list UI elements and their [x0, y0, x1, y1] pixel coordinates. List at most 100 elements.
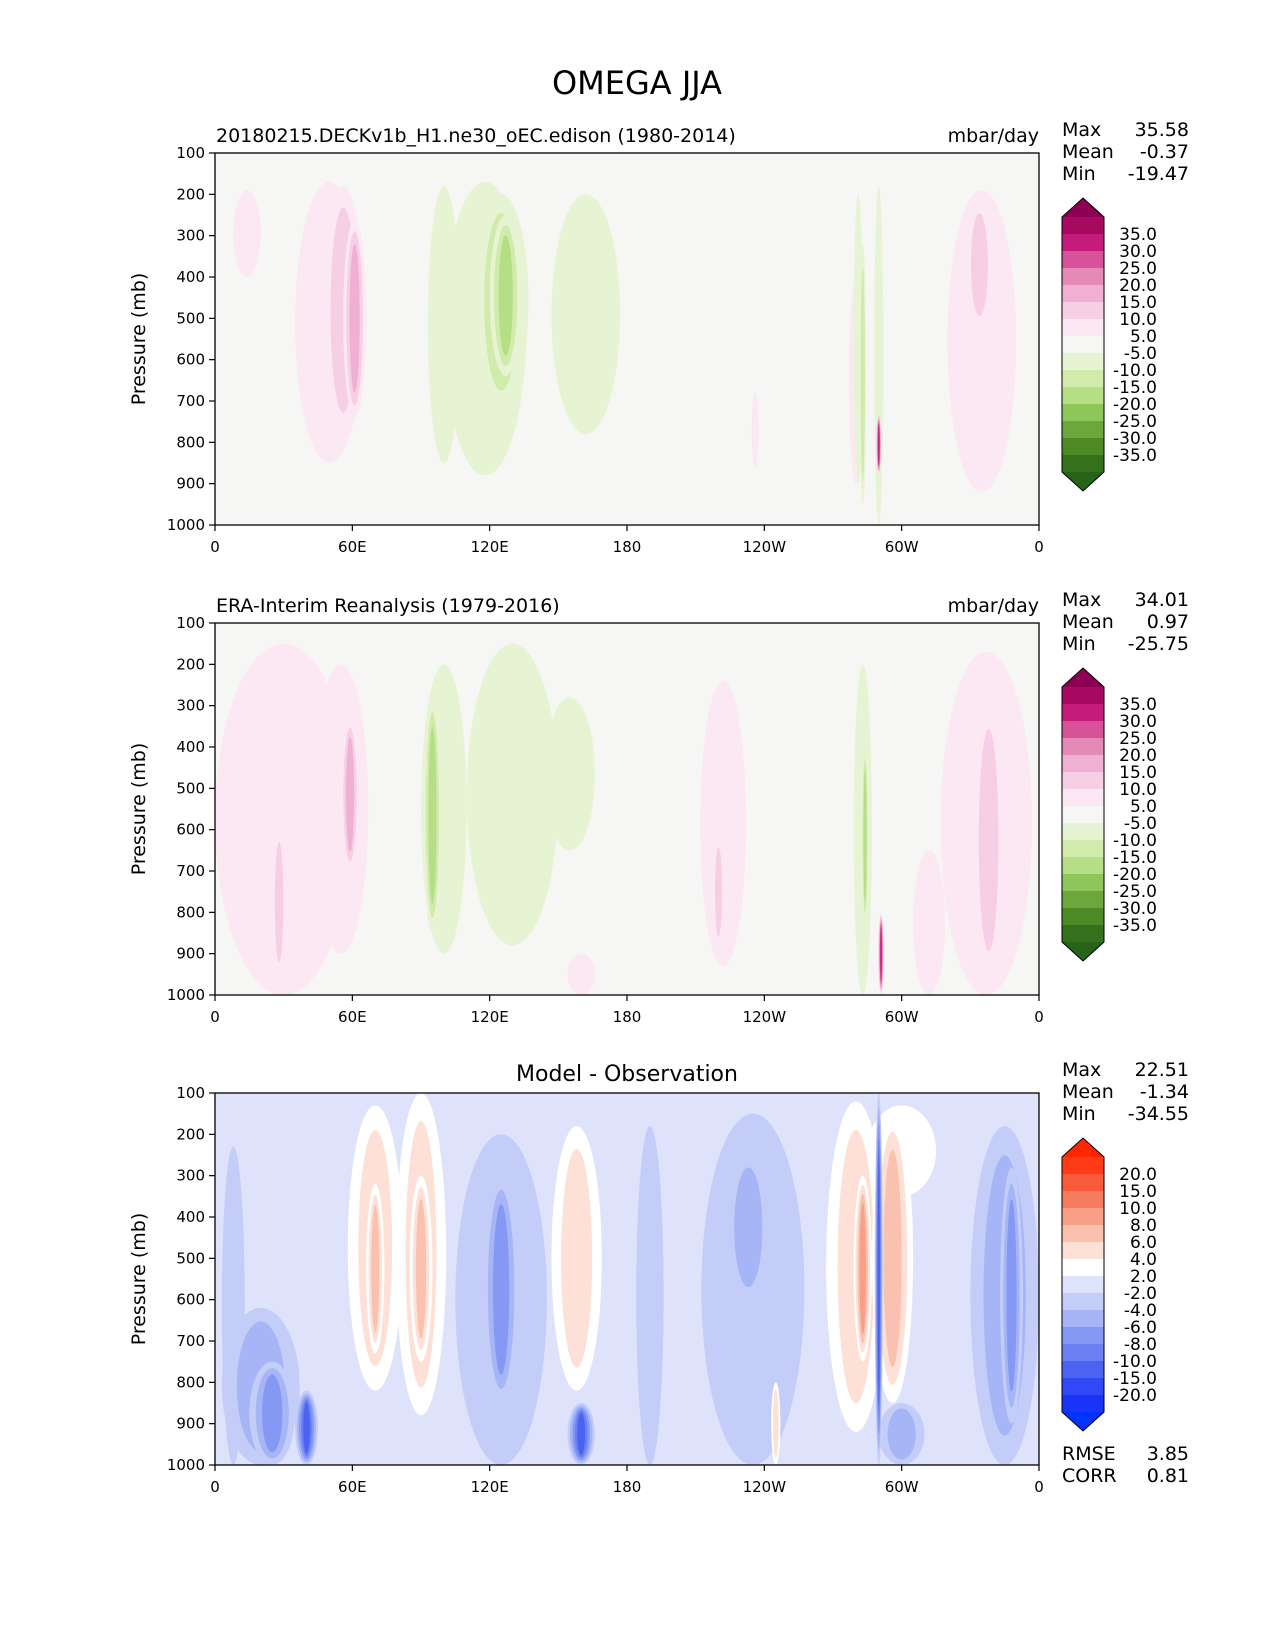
x-tick-label: 120W — [743, 538, 787, 556]
y-tick-label: 700 — [176, 862, 205, 880]
stat-label: Max — [1062, 589, 1101, 611]
y-tick-label: 800 — [176, 903, 205, 921]
colorbar-swatch — [1062, 336, 1104, 354]
colorbar-swatch — [1062, 772, 1104, 790]
panel-title: ERA-Interim Reanalysis (1979-2016) — [216, 595, 560, 617]
y-tick-label: 500 — [176, 309, 205, 327]
colorbar: 35.030.025.020.015.010.05.0-5.0-10.0-15.… — [1061, 197, 1157, 492]
y-tick-label: 900 — [176, 945, 205, 963]
colorbar-swatch — [1062, 302, 1104, 320]
y-axis-label: Pressure (mb) — [128, 273, 150, 406]
contour-feature — [561, 1148, 593, 1368]
colorbar-label: -15.0 — [1113, 378, 1157, 398]
colorbar-label: 10.0 — [1119, 310, 1157, 330]
colorbar-extend-bottom — [1062, 472, 1104, 491]
colorbar-swatch — [1062, 268, 1104, 286]
colorbar-label: -8.0 — [1124, 1335, 1157, 1355]
colorbar-swatch — [1062, 687, 1104, 705]
colorbar-label: 15.0 — [1119, 1182, 1157, 1202]
colorbar-label: -10.0 — [1113, 1352, 1157, 1372]
stat-value: -1.34 — [1140, 1081, 1189, 1103]
colorbar-swatch — [1062, 1242, 1104, 1260]
colorbar-label: -10.0 — [1113, 831, 1157, 851]
units-label: mbar/day — [948, 595, 1039, 617]
colorbar-label: 10.0 — [1119, 780, 1157, 800]
colorbar-label: -15.0 — [1113, 1369, 1157, 1389]
contour-feature — [772, 1389, 779, 1458]
contour-feature — [303, 1402, 310, 1454]
colorbar-label: -5.0 — [1124, 814, 1157, 834]
colorbar-label: 2.0 — [1130, 1267, 1157, 1287]
colorbar-swatch — [1062, 251, 1104, 269]
stat-label: Mean — [1062, 611, 1114, 633]
colorbar-label: -35.0 — [1113, 446, 1157, 466]
stat-value: 0.97 — [1147, 611, 1189, 633]
y-tick-label: 1000 — [167, 516, 205, 534]
colorbar-swatch — [1062, 1310, 1104, 1328]
stat-value: -25.75 — [1128, 633, 1189, 655]
colorbar-extend-top — [1062, 198, 1104, 217]
colorbar-label: -35.0 — [1113, 916, 1157, 936]
colorbar-swatch — [1062, 857, 1104, 875]
x-tick-label: 180 — [613, 1478, 642, 1496]
y-tick-label: 400 — [176, 738, 205, 756]
colorbar-swatch — [1062, 704, 1104, 722]
colorbar-label: -10.0 — [1113, 361, 1157, 381]
colorbar-label: 30.0 — [1119, 242, 1157, 262]
colorbar-label: 4.0 — [1130, 1250, 1157, 1270]
colorbar-swatch — [1062, 789, 1104, 807]
stat-label: CORR — [1062, 1465, 1117, 1487]
contour-feature — [487, 697, 524, 863]
panel-2: 100 200 300 400 500 600 700 800 900 1000 0 60E 120E 1… — [128, 589, 1189, 1026]
contour-feature — [551, 194, 621, 435]
x-tick-label: 120E — [471, 1478, 509, 1496]
colorbar-label: -25.0 — [1113, 882, 1157, 902]
colorbar-swatch — [1062, 353, 1104, 371]
stat-label: Min — [1062, 1103, 1096, 1125]
x-tick-label: 0 — [1034, 1478, 1044, 1496]
contour-feature — [544, 697, 595, 851]
panel-title: 20180215.DECKv1b_H1.ne30_oEC.edison (198… — [216, 125, 736, 147]
colorbar-label: 5.0 — [1130, 797, 1157, 817]
stat-value: 0.81 — [1147, 1465, 1189, 1487]
y-tick-label: 200 — [176, 655, 205, 673]
colorbar-swatch — [1062, 891, 1104, 909]
y-tick-label: 500 — [176, 779, 205, 797]
x-tick-label: 60E — [338, 538, 367, 556]
stat-label: Max — [1062, 1059, 1101, 1081]
y-tick-label: 1000 — [167, 1456, 205, 1474]
colorbar-outline — [1061, 1137, 1105, 1432]
colorbar-label: -15.0 — [1113, 848, 1157, 868]
colorbar-label: -20.0 — [1113, 395, 1157, 415]
x-tick-label: 120E — [471, 1008, 509, 1026]
contour-feature — [415, 1198, 427, 1339]
x-tick-label: 120W — [743, 1478, 787, 1496]
colorbar-extend-top — [1062, 668, 1104, 687]
contour-feature — [492, 1204, 510, 1375]
units-label: mbar/day — [948, 125, 1039, 147]
contour-feature — [971, 213, 988, 316]
x-tick-label: 60W — [885, 1008, 919, 1026]
colorbar-swatch — [1062, 1259, 1104, 1277]
contour-feature — [860, 266, 865, 482]
colorbar-extend-top — [1062, 1138, 1104, 1157]
y-tick-label: 300 — [176, 1167, 205, 1185]
colorbar-label: -6.0 — [1124, 1318, 1157, 1338]
colorbar-swatch — [1062, 319, 1104, 337]
contour-feature — [349, 243, 360, 393]
y-tick-label: 500 — [176, 1249, 205, 1267]
y-tick-label: 1000 — [167, 986, 205, 1004]
contour-feature — [734, 1167, 763, 1288]
y-axis-label: Pressure (mb) — [128, 743, 150, 876]
colorbar-swatch — [1062, 738, 1104, 756]
colorbar-swatch — [1062, 721, 1104, 739]
colorbar-label: 15.0 — [1119, 763, 1157, 783]
contour-feature — [371, 1205, 380, 1333]
colorbar-label: 25.0 — [1119, 259, 1157, 279]
y-tick-label: 200 — [176, 185, 205, 203]
y-tick-label: 600 — [176, 1291, 205, 1309]
stat-label: RMSE — [1062, 1443, 1116, 1465]
y-tick-label: 300 — [176, 227, 205, 245]
contour-field — [221, 1093, 1039, 1465]
